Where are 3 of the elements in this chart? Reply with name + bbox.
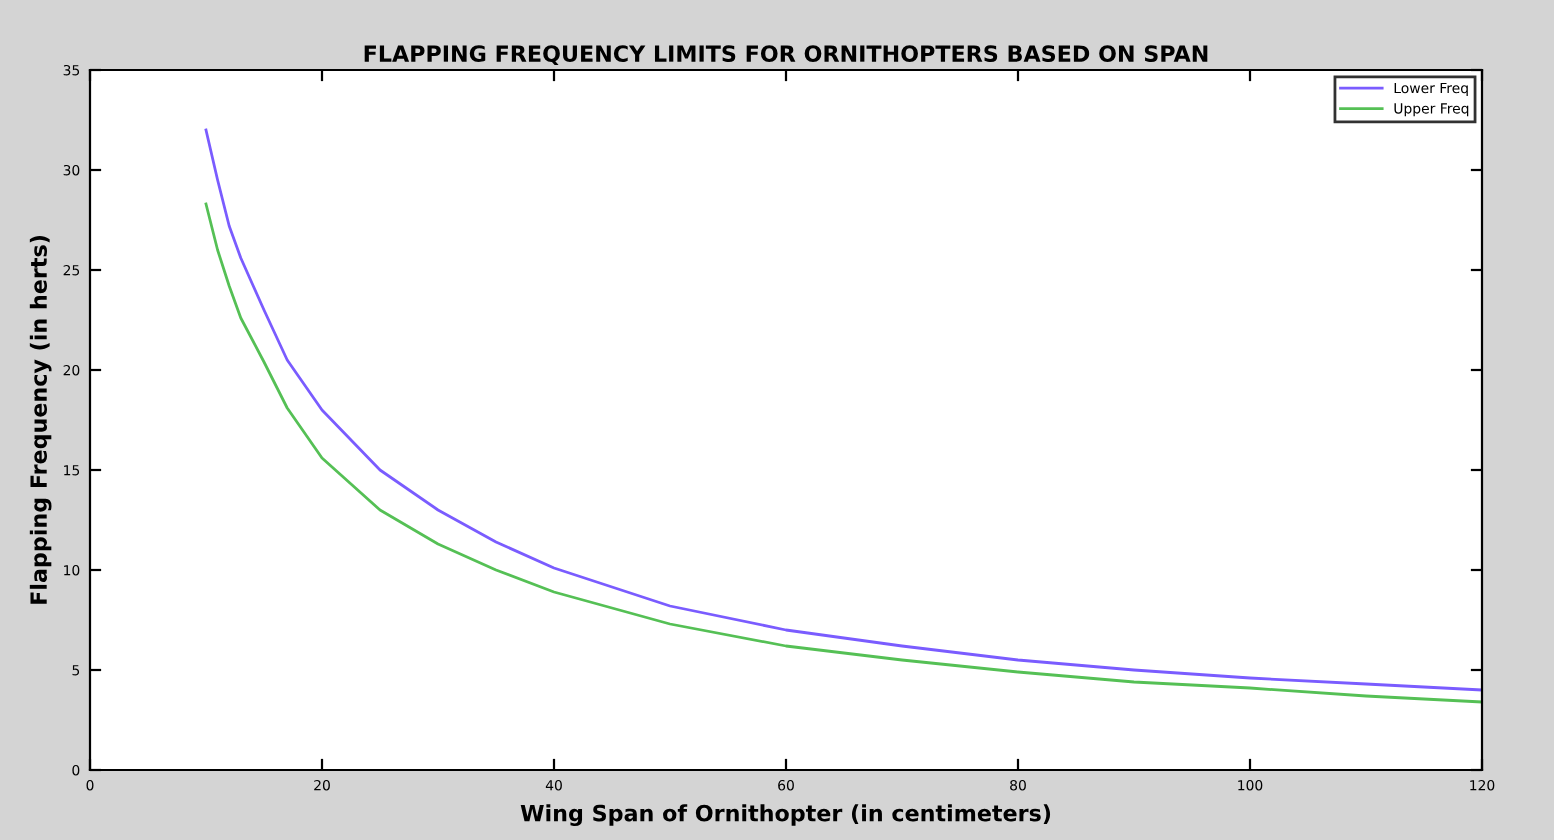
y-axis-title: Flapping Frequency (in herts) <box>29 236 52 604</box>
chart-title: FLAPPING FREQUENCY LIMITS FOR ORNITHOPTERS BASED ON SPAN <box>364 45 1208 65</box>
x-axis-title: Wing Span of Ornithopter (in centimeters) <box>520 804 1051 826</box>
